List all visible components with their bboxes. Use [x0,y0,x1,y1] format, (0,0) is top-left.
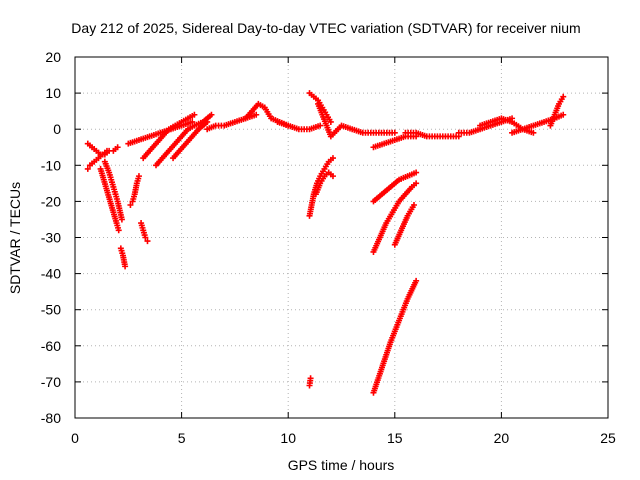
data-point [410,202,417,209]
x-tick-label: 20 [494,430,510,446]
data-point [560,111,567,118]
data-point [135,173,142,180]
x-tick-label: 10 [280,430,296,446]
data-point [127,202,134,209]
y-tick-label: 20 [45,49,61,65]
data-point [530,129,537,136]
data-points [84,90,567,396]
x-tick-label: 25 [600,430,616,446]
x-tick-label: 5 [178,430,186,446]
y-tick-label: -60 [41,338,61,354]
data-point [191,111,198,118]
series-arc-g [138,220,151,245]
data-point [84,165,91,172]
data-point [114,144,121,151]
series-arc-t [370,133,420,151]
series-arc-s [306,375,314,389]
data-point [307,375,314,382]
x-axis-label: GPS time / hours [288,457,395,473]
data-point [208,111,215,118]
series-arc-ac [547,93,567,129]
series-arc-e [117,245,129,270]
y-tick-label: -10 [41,157,61,173]
y-tick-label: -20 [41,193,61,209]
data-point [142,234,149,241]
x-tick-label: 15 [387,430,403,446]
data-point [317,122,324,129]
y-tick-label: 0 [53,121,61,137]
series-arc-j [153,111,215,169]
data-point [118,216,125,223]
x-tick-labels: 0 5 10 15 20 25 [71,430,616,446]
series-arc-u [370,169,420,205]
series-arc-f [127,173,142,209]
data-point [103,147,110,154]
data-point [204,118,211,125]
data-point [144,238,151,245]
series-arc-i [140,111,198,162]
series-arc-n [274,118,324,133]
series-arc-d [101,158,125,223]
data-point [413,169,420,176]
y-tick-labels: 20 10 0 -10 -20 -30 -40 -50 -60 -70 -80 [41,49,61,426]
series-arc-v [370,180,420,255]
series-arc-r [312,169,336,198]
chart-title: Day 212 of 2025, Sidereal Day-to-day VTE… [71,20,580,36]
data-point [115,227,122,234]
data-point [253,111,260,118]
data-point [327,118,334,125]
y-tick-label: -40 [41,266,61,282]
y-tick-label: -80 [41,410,61,426]
data-point [329,155,336,162]
data-point [329,173,336,180]
data-point [560,93,567,100]
y-axis-label: SDTVAR / TECUs [7,182,23,294]
series-arc-y [402,129,462,140]
data-point [413,180,420,187]
y-tick-label: 10 [45,85,61,101]
series-arc-b [84,147,110,172]
series-arc-k [170,118,211,162]
y-tick-label: -70 [41,374,61,390]
data-point [391,129,398,136]
data-point [413,277,420,284]
series-arc-x [391,202,417,248]
series-arc-w [370,277,420,396]
series-arc-p [315,100,398,140]
data-point [122,263,129,270]
series-arc-c [97,165,122,234]
x-tick-label: 0 [71,430,79,446]
plot-frame [74,56,609,419]
axis-ticks [74,56,609,419]
grid [75,57,608,418]
y-tick-label: -30 [41,230,61,246]
y-tick-label: -50 [41,302,61,318]
